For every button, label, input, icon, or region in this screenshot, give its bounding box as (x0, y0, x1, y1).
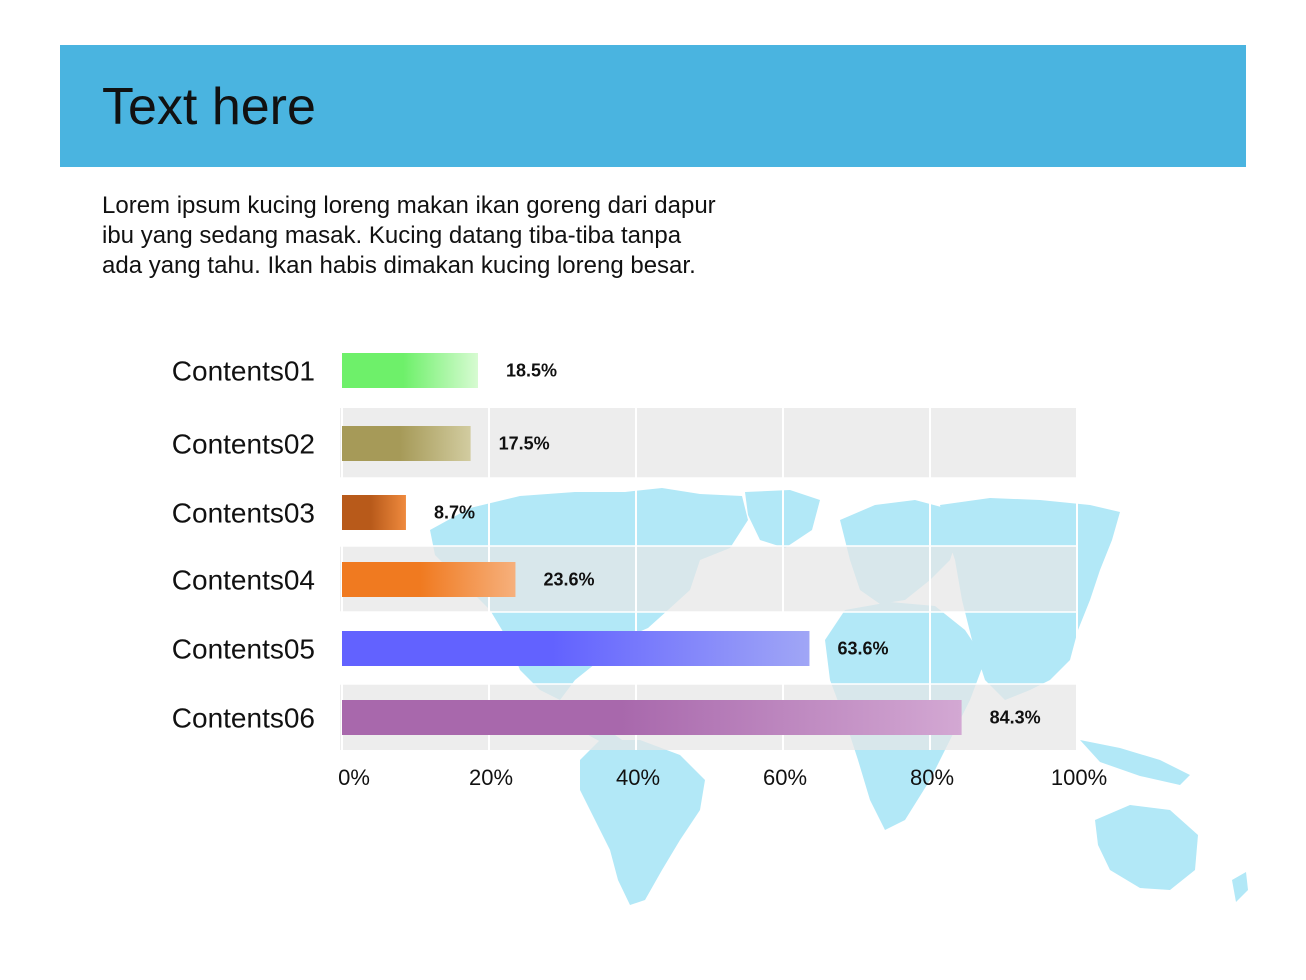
data-label: 18.5% (506, 361, 557, 381)
x-tick-label: 20% (469, 765, 513, 790)
category-label: Contents05 (172, 634, 315, 665)
category-label: Contents04 (172, 565, 315, 596)
x-tick-label: 80% (910, 765, 954, 790)
bar (342, 353, 478, 388)
data-label: 23.6% (543, 570, 594, 590)
category-label: Contents01 (172, 356, 315, 387)
category-label: Contents02 (172, 429, 315, 460)
intro-line: Lorem ipsum kucing loreng makan ikan gor… (102, 192, 716, 219)
category-label: Contents03 (172, 498, 315, 529)
x-tick-label: 60% (763, 765, 807, 790)
intro-line: ada yang tahu. Ikan habis dimakan kucing… (102, 252, 696, 279)
bar (342, 426, 471, 461)
header-bar: Text here (60, 45, 1246, 167)
x-tick-label: 0% (338, 765, 370, 790)
page-title: Text here (102, 78, 316, 136)
bar (342, 562, 516, 597)
bar (342, 700, 962, 735)
category-label: Contents06 (172, 703, 315, 734)
data-label: 17.5% (499, 434, 550, 454)
x-tick-label: 40% (616, 765, 660, 790)
intro-line: ibu yang sedang masak. Kucing datang tib… (102, 222, 682, 249)
data-label: 63.6% (837, 639, 888, 659)
data-label: 8.7% (434, 503, 475, 523)
data-label: 84.3% (990, 708, 1041, 728)
x-tick-label: 100% (1051, 765, 1107, 790)
bar (342, 631, 810, 666)
intro-paragraph: Lorem ipsum kucing loreng makan ikan gor… (102, 191, 802, 281)
bar (342, 495, 406, 530)
